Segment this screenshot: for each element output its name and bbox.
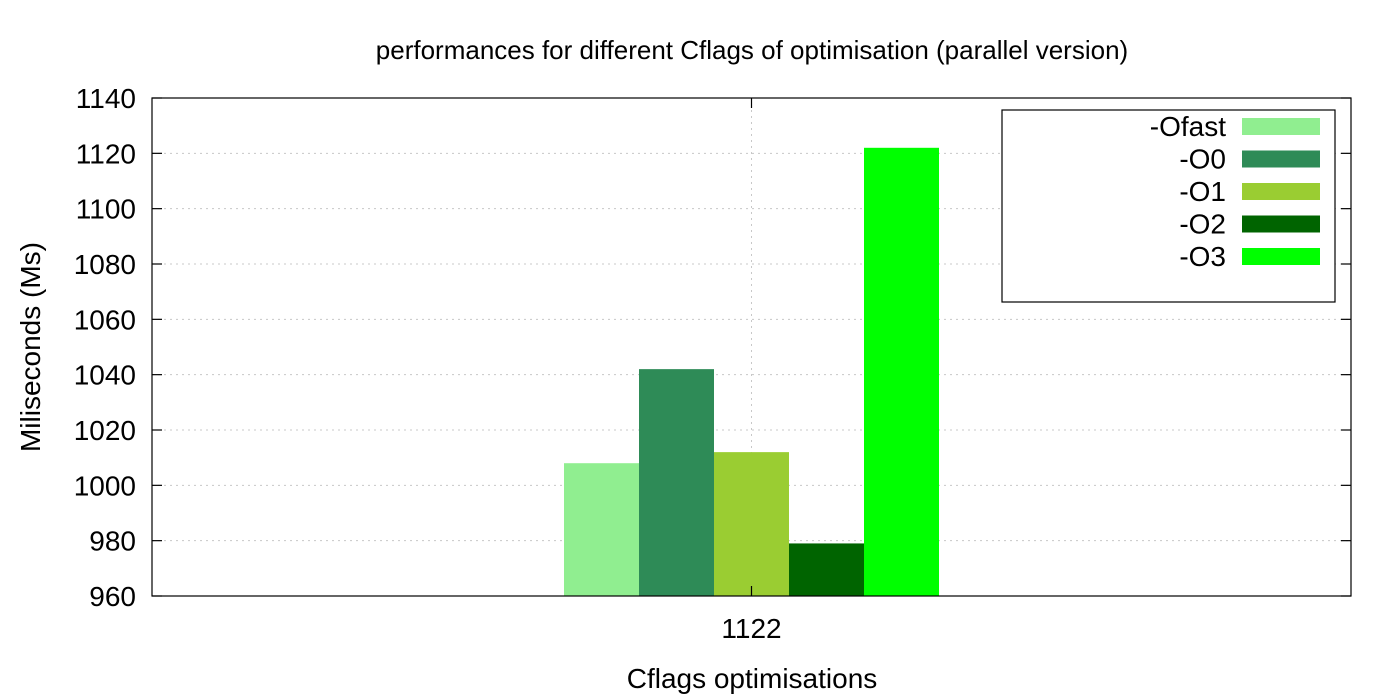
legend-swatch (1242, 118, 1320, 135)
bar-o2 (789, 543, 864, 596)
y-tick-label: 1000 (74, 470, 136, 501)
y-axis-label: Miliseconds (Ms) (15, 242, 46, 452)
legend-label: -Ofast (1150, 111, 1226, 142)
bar-o1 (714, 452, 789, 596)
x-axis-label: Cflags optimisations (627, 663, 878, 694)
y-tick-label: 1040 (74, 360, 136, 391)
chart-title: performances for different Cflags of opt… (376, 35, 1128, 65)
legend-label: -O3 (1179, 241, 1226, 272)
x-tick-label: 1122 (721, 613, 781, 644)
bar-o3 (864, 147, 939, 597)
y-tick-label: 960 (89, 581, 136, 612)
y-tick-label: 1060 (74, 304, 136, 335)
legend-swatch (1242, 215, 1320, 233)
bar-o0 (639, 369, 714, 596)
y-tick-label: 1140 (76, 83, 136, 114)
y-tick-label: 1120 (76, 138, 136, 169)
legend-swatch (1242, 183, 1320, 200)
legend-label: -O1 (1179, 176, 1226, 207)
y-tick-label: 980 (89, 526, 136, 557)
axis-ticks: 960 980 1000 1020 1040 1060 1080 1100 1120 1140 11… (74, 83, 1351, 644)
bars (564, 147, 939, 597)
legend-label: -O2 (1179, 209, 1226, 240)
legend-box (1001, 109, 1336, 303)
y-tick-label: 1080 (74, 249, 136, 280)
bar-ofast (564, 463, 639, 596)
y-tick-label: 1020 (74, 415, 136, 446)
y-tick-label: 1100 (76, 194, 136, 225)
legend: -Ofast-O0-O1-O2-O3 (1001, 109, 1336, 303)
legend-swatch (1242, 150, 1320, 168)
legend-label: -O0 (1179, 144, 1226, 175)
legend-swatch (1242, 248, 1320, 265)
